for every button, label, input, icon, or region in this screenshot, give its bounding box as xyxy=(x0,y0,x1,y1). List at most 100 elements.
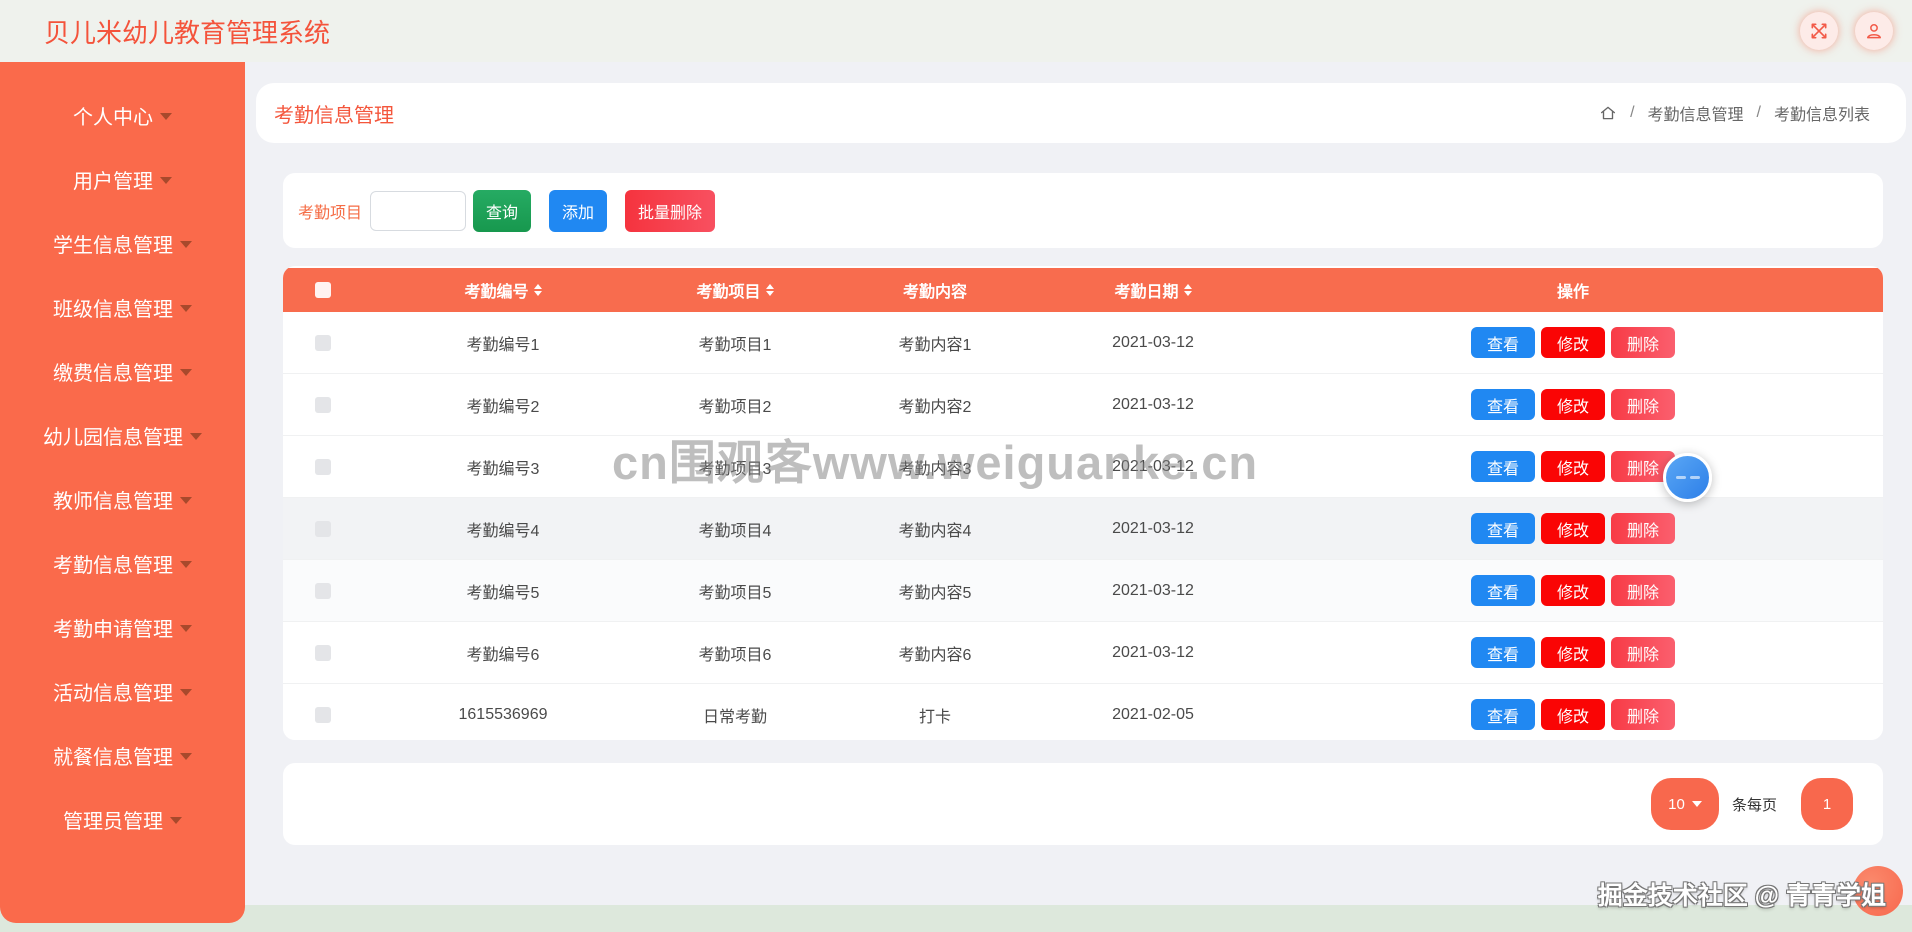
search-input[interactable] xyxy=(370,190,467,231)
search-label: 考勤项目 xyxy=(298,204,363,222)
edit-button[interactable]: 修改 xyxy=(1541,575,1605,606)
sidebar-item-2[interactable]: 用户管理 xyxy=(0,147,245,211)
row-checkbox[interactable] xyxy=(315,458,331,475)
column-header: 操作 xyxy=(1263,278,1883,302)
sidebar-item-10[interactable]: 活动信息管理 xyxy=(0,659,245,723)
cell-text: 2021-03-12 xyxy=(1112,581,1194,599)
chevron-down-icon xyxy=(180,497,192,504)
chevron-down-icon xyxy=(1691,801,1702,807)
view-button[interactable]: 查看 xyxy=(1471,513,1535,544)
sort-icon[interactable] xyxy=(533,284,542,296)
edit-button[interactable]: 修改 xyxy=(1541,699,1605,730)
select-all-checkbox[interactable] xyxy=(315,282,331,298)
app-title: 贝儿米幼儿教育管理系统 xyxy=(44,17,331,48)
query-button[interactable]: 查询 xyxy=(473,189,532,232)
bubble-dash xyxy=(1689,476,1700,479)
delete-button[interactable]: 删除 xyxy=(1611,327,1675,358)
sidebar-item-3[interactable]: 学生信息管理 xyxy=(0,211,245,275)
watermark-text: cn围观客www.weiguanke.cn xyxy=(612,436,1259,489)
sidebar-item-12[interactable]: 管理员管理 xyxy=(0,787,245,851)
delete-button[interactable]: 删除 xyxy=(1611,637,1675,668)
column-header[interactable]: 考勤项目 xyxy=(643,278,827,302)
sidebar-item-label: 个人中心 xyxy=(73,106,153,129)
edit-button[interactable]: 修改 xyxy=(1541,389,1605,420)
sidebar-item-11[interactable]: 就餐信息管理 xyxy=(0,723,245,787)
delete-button[interactable]: 删除 xyxy=(1611,575,1675,606)
sidebar-item-8[interactable]: 考勤信息管理 xyxy=(0,531,245,595)
cell-text: 2021-03-12 xyxy=(1112,457,1194,475)
edit-button[interactable]: 修改 xyxy=(1541,327,1605,358)
cell-text: 考勤项目2 xyxy=(698,398,772,416)
user-menu-button[interactable] xyxy=(1855,12,1893,50)
floating-chat-bubble[interactable] xyxy=(1663,453,1712,502)
view-button[interactable]: 查看 xyxy=(1471,699,1535,730)
user-icon xyxy=(1867,24,1881,39)
breadcrumb-item[interactable]: 考勤信息管理 xyxy=(1647,107,1744,124)
view-button[interactable]: 查看 xyxy=(1471,327,1535,358)
column-header[interactable]: 考勤编号 xyxy=(363,278,643,302)
row-checkbox[interactable] xyxy=(315,706,331,723)
cell-text: 1615536969 xyxy=(458,705,548,723)
cell-text: 考勤项目3 xyxy=(698,460,772,478)
cell-text: 2021-03-12 xyxy=(1112,643,1194,661)
view-button[interactable]: 查看 xyxy=(1471,575,1535,606)
footer-credit: 掘金技术社区 @ 青青学姐 xyxy=(1597,882,1886,910)
home-icon[interactable] xyxy=(1599,104,1617,122)
table-row-6: 考勤编号6 考勤项目6 考勤内容6 2021-03-12 查看 修改 删除 xyxy=(283,622,1883,684)
sidebar-item-7[interactable]: 教师信息管理 xyxy=(0,467,245,531)
table-row-4: 考勤编号4 考勤项目4 考勤内容4 2021-03-12 查看 修改 删除 xyxy=(283,498,1883,560)
cell-text: 考勤内容2 xyxy=(898,398,972,416)
fullscreen-button[interactable] xyxy=(1800,12,1838,50)
bottom-strip xyxy=(0,905,1912,932)
sidebar-nav: 个人中心用户管理 学生信息管理班级信息管理缴费信息管理 幼儿园信息管理教师信息管理考… xyxy=(0,62,245,923)
column-header-label: 考勤日期 xyxy=(1114,284,1179,301)
select-all-cell xyxy=(283,282,363,298)
topbar-actions xyxy=(1800,12,1893,50)
row-checkbox[interactable] xyxy=(315,644,331,661)
sidebar-item-label: 教师信息管理 xyxy=(53,490,173,513)
view-button[interactable]: 查看 xyxy=(1471,637,1535,668)
sidebar-item-1[interactable]: 个人中心 xyxy=(0,83,245,147)
page-title: 考勤信息管理 xyxy=(274,104,394,127)
table-row-2: 考勤编号2 考勤项目2 考勤内容2 2021-03-12 查看 修改 删除 xyxy=(283,374,1883,436)
column-header: 考勤内容 xyxy=(827,278,1043,302)
delete-button[interactable]: 删除 xyxy=(1611,699,1675,730)
page-size-select[interactable]: 10 xyxy=(1650,778,1719,830)
footer-avatar xyxy=(1853,866,1903,916)
cell-text: 打卡 xyxy=(918,708,951,726)
view-button[interactable]: 查看 xyxy=(1471,389,1535,420)
edit-button[interactable]: 修改 xyxy=(1541,513,1605,544)
topbar: 贝儿米幼儿教育管理系统 xyxy=(0,0,1912,62)
sort-icon[interactable] xyxy=(765,284,774,296)
cell-text: 考勤编号6 xyxy=(466,646,540,664)
row-checkbox[interactable] xyxy=(315,396,331,413)
row-checkbox[interactable] xyxy=(315,520,331,537)
view-button[interactable]: 查看 xyxy=(1471,451,1535,482)
breadcrumb-item[interactable]: 考勤信息列表 xyxy=(1773,107,1870,124)
chevron-down-icon xyxy=(190,433,202,440)
cell-text: 2021-02-05 xyxy=(1112,705,1194,723)
row-checkbox[interactable] xyxy=(315,334,331,351)
add-button[interactable]: 添加 xyxy=(549,189,608,232)
delete-button[interactable]: 删除 xyxy=(1611,389,1675,420)
column-header[interactable]: 考勤日期 xyxy=(1043,278,1263,302)
edit-button[interactable]: 修改 xyxy=(1541,637,1605,668)
edit-button[interactable]: 修改 xyxy=(1541,451,1605,482)
table-row-5: 考勤编号5 考勤项目5 考勤内容5 2021-03-12 查看 修改 删除 xyxy=(283,560,1883,622)
cell-text: 考勤编号4 xyxy=(466,522,540,540)
batch-delete-button[interactable]: 批量删除 xyxy=(625,189,716,232)
chevron-down-icon xyxy=(160,113,172,120)
row-checkbox[interactable] xyxy=(315,582,331,599)
delete-button[interactable]: 删除 xyxy=(1611,513,1675,544)
sidebar-item-4[interactable]: 班级信息管理 xyxy=(0,275,245,339)
sidebar-item-label: 活动信息管理 xyxy=(53,682,173,705)
page-1-button[interactable]: 1 xyxy=(1801,778,1853,830)
sidebar-item-9[interactable]: 考勤申请管理 xyxy=(0,595,245,659)
per-page-label: 条每页 xyxy=(1731,796,1777,814)
sort-icon[interactable] xyxy=(1183,284,1192,296)
sidebar-item-5[interactable]: 缴费信息管理 xyxy=(0,339,245,403)
sidebar-item-6[interactable]: 幼儿园信息管理 xyxy=(0,403,245,467)
cell-text: 考勤编号1 xyxy=(466,336,540,354)
sidebar-item-label: 班级信息管理 xyxy=(53,298,173,321)
